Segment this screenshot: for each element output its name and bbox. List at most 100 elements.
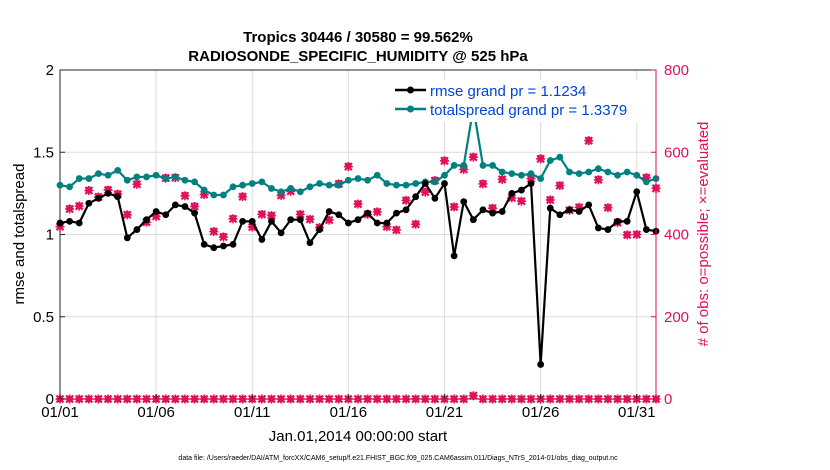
obs-baseline-evaluated-point: [526, 394, 536, 404]
obs-baseline-evaluated-point: [420, 394, 430, 404]
totalspread-point: [191, 178, 198, 186]
y-right-tick-label: 800: [664, 62, 689, 79]
obs-evaluated-point: [238, 192, 248, 202]
y-left-axis-label: rmse and totalspread: [11, 164, 28, 305]
obs-baseline-evaluated-point: [324, 394, 334, 404]
obs-baseline-evaluated-point: [497, 394, 507, 404]
obs-baseline-evaluated-point: [218, 394, 228, 404]
obs-baseline-evaluated-point: [584, 394, 594, 404]
totalspread-point: [594, 165, 602, 173]
obs-baseline-evaluated-point: [372, 394, 382, 404]
obs-evaluated-point: [555, 181, 565, 191]
legend-marker-rmse: [407, 86, 414, 94]
obs-evaluated-point: [343, 162, 353, 172]
totalspread-point: [85, 175, 93, 182]
rmse-point: [229, 240, 237, 248]
totalspread-point: [210, 191, 218, 199]
rmse-point: [162, 211, 170, 219]
obs-baseline-evaluated-point: [478, 394, 488, 404]
totalspread-point: [152, 171, 160, 179]
rmse-point: [277, 229, 285, 237]
obs-evaluated-point: [526, 174, 536, 184]
totalspread-point: [229, 183, 237, 191]
totalspread-point: [383, 180, 391, 187]
rmse-point: [498, 208, 506, 215]
obs-baseline-evaluated-point: [363, 394, 373, 404]
obs-evaluated-point: [372, 207, 382, 217]
totalspread-point: [66, 183, 74, 191]
obs-baseline-evaluated-point: [209, 394, 219, 404]
obs-evaluated-point: [536, 154, 546, 164]
obs-baseline-evaluated-point: [411, 394, 421, 404]
obs-evaluated-point: [353, 199, 363, 209]
rmse-point: [95, 194, 102, 202]
rmse-point: [200, 240, 208, 248]
obs-baseline-evaluated-point: [228, 394, 238, 404]
obs-evaluated-point: [180, 191, 190, 201]
rmse-point: [143, 216, 150, 224]
obs-baseline-evaluated-point: [507, 394, 517, 404]
obs-baseline-evaluated-point: [180, 394, 190, 404]
obs-evaluated-point: [84, 185, 94, 195]
rmse-point: [191, 209, 198, 217]
totalspread-point: [604, 168, 612, 176]
rmse-point: [642, 226, 650, 233]
series-layer: [55, 104, 661, 404]
totalspread-point: [402, 181, 410, 189]
rmse-point: [268, 217, 275, 225]
obs-evaluated-point: [65, 204, 75, 214]
rmse-point: [383, 219, 391, 227]
obs-baseline-evaluated-point: [401, 394, 411, 404]
obs-baseline-evaluated-point: [199, 394, 209, 404]
chart-title-line1: Tropics 30446 / 30580 = 99.562%: [243, 29, 473, 46]
rmse-point: [325, 208, 333, 215]
rmse-point: [66, 217, 74, 225]
obs-evaluated-point: [420, 187, 430, 197]
rmse-point: [344, 219, 352, 227]
obs-baseline-evaluated-point: [276, 394, 286, 404]
totalspread-point: [441, 171, 448, 179]
obs-evaluated-point: [468, 152, 478, 162]
totalspread-point: [546, 157, 554, 164]
totalspread-point: [104, 171, 112, 179]
obs-baseline-evaluated-point: [430, 394, 440, 404]
rmse-point: [393, 209, 400, 217]
totalspread-point: [460, 162, 468, 169]
totalspread-point: [566, 168, 573, 176]
rmse-point: [152, 208, 160, 215]
rmse-point: [85, 199, 93, 207]
obs-evaluated-point: [622, 230, 632, 240]
totalspread-point: [171, 173, 179, 181]
totalspread-point: [143, 173, 150, 181]
totalspread-point: [489, 162, 496, 169]
rmse-point: [210, 244, 218, 252]
obs-baseline-evaluated-point: [132, 394, 142, 404]
obs-evaluated-point: [209, 227, 219, 237]
totalspread-point: [614, 171, 621, 179]
legend-box: [390, 80, 648, 122]
rmse-point: [489, 209, 496, 217]
x-tick-label: 01/11: [234, 404, 270, 421]
rmse-point: [306, 239, 314, 247]
obs-baseline-evaluated-point: [334, 394, 344, 404]
rmse-point: [75, 219, 83, 227]
rmse-point: [575, 208, 583, 215]
obs-evaluated-point: [593, 175, 603, 185]
totalspread-point: [114, 166, 122, 174]
obs-baseline-evaluated-point: [286, 394, 296, 404]
obs-baseline-evaluated-point: [103, 394, 113, 404]
rmse-point: [133, 226, 141, 233]
obs-evaluated-point: [603, 203, 613, 213]
obs-baseline-evaluated-point: [142, 394, 152, 404]
totalspread-point: [258, 178, 266, 186]
rmse-point: [114, 193, 122, 201]
obs-evaluated-point: [440, 156, 450, 166]
x-axis-label: Jan.01,2014 00:00:00 start: [269, 428, 448, 445]
rmse-point: [527, 180, 535, 187]
rmse-point: [412, 193, 420, 201]
rmse-point: [296, 216, 304, 224]
y-left-tick-label: 0.5: [33, 309, 54, 326]
obs-baseline-evaluated-point: [545, 394, 555, 404]
totalspread-point: [393, 181, 400, 189]
totalspread-point: [518, 171, 525, 179]
